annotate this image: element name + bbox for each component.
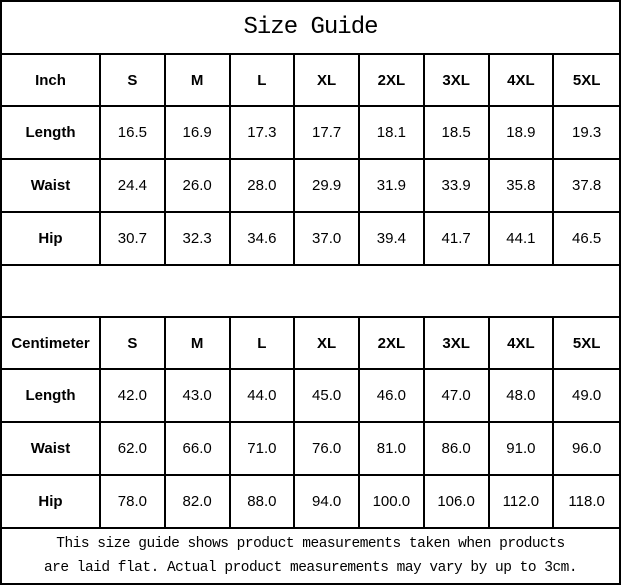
measurement-cell: 45.0 (295, 370, 360, 421)
row-label: Length (2, 370, 101, 421)
inch-length-row: Length 16.5 16.9 17.3 17.7 18.1 18.5 18.… (2, 107, 619, 160)
size-column-header-m: M (166, 318, 231, 368)
size-column-header-xl: XL (295, 318, 360, 368)
measurement-cell: 29.9 (295, 160, 360, 211)
centimeter-unit-header: Centimeter (2, 318, 101, 368)
size-column-header-l: L (231, 318, 296, 368)
cm-hip-row: Hip 78.0 82.0 88.0 94.0 100.0 106.0 112.… (2, 476, 619, 529)
size-column-header-s: S (101, 55, 166, 105)
row-label: Waist (2, 160, 101, 211)
measurement-cell: 46.5 (572, 230, 602, 247)
measurement-cell: 71.0 (231, 423, 296, 474)
size-column-header-l: L (231, 55, 296, 105)
measurement-cell: 100.0 (360, 476, 425, 527)
size-column-header-4xl: 4XL (490, 55, 555, 105)
size-column-header-s: S (101, 318, 166, 368)
cm-waist-row: Waist 62.0 66.0 71.0 76.0 81.0 86.0 91.0… (2, 423, 619, 476)
measurement-cell: 82.0 (166, 476, 231, 527)
measurement-cell: 16.5 (101, 107, 166, 158)
row-label: Hip (2, 476, 101, 527)
measurement-cell: 18.1 (360, 107, 425, 158)
measurement-cell: 112.0 (490, 476, 555, 527)
cm-header-row: Centimeter S M L XL 2XL 3XL 4XL 5XL (2, 318, 619, 370)
measurement-cell: 30.7 (101, 213, 166, 264)
measurement-cell: 17.7 (295, 107, 360, 158)
measurement-cell: 37.0 (295, 213, 360, 264)
measurement-cell: 33.9 (425, 160, 490, 211)
size-column-header-xl: XL (295, 55, 360, 105)
measurement-cell: 81.0 (360, 423, 425, 474)
footer-note-line-1: This size guide shows product measuremen… (56, 536, 565, 552)
measurement-cell: 44.0 (231, 370, 296, 421)
row-label: Length (2, 107, 101, 158)
size-column-header-4xl: 4XL (490, 318, 555, 368)
measurement-cell: 76.0 (295, 423, 360, 474)
table-gap (2, 266, 619, 318)
inch-header-row: Inch S M L XL 2XL 3XL 4XL 5XL (2, 55, 619, 107)
measurement-cell: 18.5 (425, 107, 490, 158)
measurement-cell: 106.0 (425, 476, 490, 527)
measurement-cell: 94.0 (295, 476, 360, 527)
inch-hip-row: Hip 30.7 32.3 34.6 37.0 39.4 41.7 44.1 4… (2, 213, 619, 266)
measurement-cell: 118.0 (568, 493, 605, 510)
measurement-cell: 88.0 (231, 476, 296, 527)
measurement-cell: 49.0 (572, 387, 602, 404)
measurement-cell: 31.9 (360, 160, 425, 211)
measurement-cell: 19.3 (572, 124, 602, 141)
size-column-header-5xl: 5XL (572, 71, 601, 89)
measurement-cell: 42.0 (101, 370, 166, 421)
measurement-cell: 86.0 (425, 423, 490, 474)
measurement-cell: 26.0 (166, 160, 231, 211)
measurement-cell: 18.9 (490, 107, 555, 158)
row-label: Waist (2, 423, 101, 474)
footer-note: This size guide shows product measuremen… (2, 529, 619, 583)
measurement-cell: 39.4 (360, 213, 425, 264)
inch-unit-header: Inch (2, 55, 101, 105)
measurement-cell: 66.0 (166, 423, 231, 474)
measurement-cell: 17.3 (231, 107, 296, 158)
row-label: Hip (2, 213, 101, 264)
measurement-cell: 35.8 (490, 160, 555, 211)
size-column-header-3xl: 3XL (425, 318, 490, 368)
measurement-cell: 24.4 (101, 160, 166, 211)
cm-length-row: Length 42.0 43.0 44.0 45.0 46.0 47.0 48.… (2, 370, 619, 423)
measurement-cell: 44.1 (490, 213, 555, 264)
measurement-cell: 34.6 (231, 213, 296, 264)
measurement-cell: 48.0 (490, 370, 555, 421)
size-column-header-2xl: 2XL (360, 318, 425, 368)
measurement-cell: 43.0 (166, 370, 231, 421)
size-column-header-2xl: 2XL (360, 55, 425, 105)
measurement-cell: 16.9 (166, 107, 231, 158)
inch-waist-row: Waist 24.4 26.0 28.0 29.9 31.9 33.9 35.8… (2, 160, 619, 213)
size-column-header-3xl: 3XL (425, 55, 490, 105)
measurement-cell: 47.0 (425, 370, 490, 421)
size-guide-title: Size Guide (2, 2, 619, 55)
size-column-header-5xl: 5XL (572, 334, 601, 352)
measurement-cell: 37.8 (572, 177, 602, 194)
measurement-cell: 91.0 (490, 423, 555, 474)
measurement-cell: 41.7 (425, 213, 490, 264)
measurement-cell: 46.0 (360, 370, 425, 421)
footer-note-line-2: are laid flat. Actual product measuremen… (43, 560, 578, 576)
measurement-cell: 78.0 (101, 476, 166, 527)
size-column-header-m: M (166, 55, 231, 105)
measurement-cell: 28.0 (231, 160, 296, 211)
measurement-cell: 32.3 (166, 213, 231, 264)
measurement-cell: 62.0 (101, 423, 166, 474)
measurement-cell: 96.0 (572, 440, 602, 457)
